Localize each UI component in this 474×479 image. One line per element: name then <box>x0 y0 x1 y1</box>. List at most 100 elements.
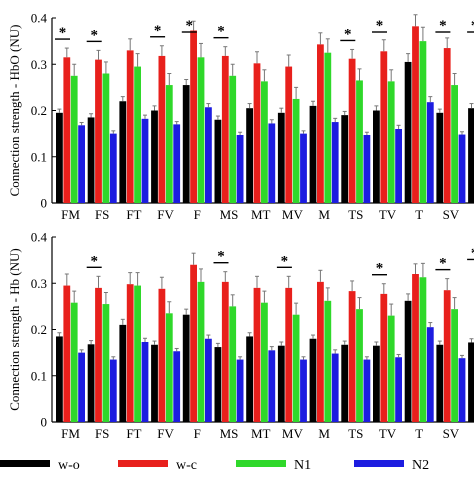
category-group-ms: MS <box>214 46 244 222</box>
significance-star: * <box>471 18 474 34</box>
bar-w-c <box>317 281 324 422</box>
bar-w-o <box>277 345 285 422</box>
bar-w-o <box>404 300 412 422</box>
bar-n1 <box>229 75 237 203</box>
bar-w-c <box>348 58 356 204</box>
bar-w-c <box>95 59 102 203</box>
legend-item-n1: N1 <box>236 458 311 473</box>
bar-w-c <box>253 287 261 422</box>
significance-star: * <box>186 18 194 34</box>
bar-w-o <box>436 112 444 203</box>
significance-star: * <box>217 24 225 40</box>
bar-n1 <box>292 314 300 422</box>
bar-n1 <box>419 41 427 203</box>
category-label: MV <box>282 207 304 222</box>
legend-swatch <box>236 460 286 467</box>
bar-w-o <box>119 324 127 422</box>
bar-n1 <box>324 300 332 422</box>
category-group-ms: MS <box>214 271 244 441</box>
legend-label: w-o <box>58 458 80 473</box>
bar-n2 <box>458 134 466 203</box>
bar-n2 <box>141 118 149 203</box>
bar-w-c <box>63 57 71 203</box>
category-group-mv: MV <box>277 54 307 222</box>
bar-w-o <box>404 61 412 203</box>
category-label: M <box>318 207 330 222</box>
bar-n1 <box>356 80 363 203</box>
y-axis-label: Connection strength - HbO (NU) <box>7 25 22 197</box>
legend-item-w-o: w-o <box>0 458 80 473</box>
category-label: MS <box>220 426 239 441</box>
bar-n1 <box>165 85 173 203</box>
bar-n1 <box>197 57 205 203</box>
category-label: MV <box>282 426 304 441</box>
bar-w-o <box>56 112 63 203</box>
bar-n2 <box>268 350 276 422</box>
bar-n1 <box>70 75 78 203</box>
category-label: FM <box>61 207 80 222</box>
bar-n1 <box>197 281 205 422</box>
y-tick-label: 0.1 <box>31 149 47 164</box>
bar-w-c <box>221 55 229 203</box>
category-group-ft: FT <box>119 272 149 441</box>
bar-w-o <box>436 344 444 422</box>
bar-w-c <box>158 55 166 203</box>
bar-n1 <box>261 81 268 203</box>
legend: w-o w-c N1 N2 <box>0 458 429 473</box>
bar-w-c <box>126 284 134 422</box>
y-axis-label: Connection strength - Hb (NU) <box>7 248 22 410</box>
bar-w-o <box>87 117 95 203</box>
category-label: F <box>194 207 201 222</box>
bar-n2 <box>363 359 371 422</box>
significance-star: * <box>217 249 225 265</box>
category-group-mv: MV <box>277 275 307 441</box>
bar-w-o <box>277 112 285 203</box>
bar-n2 <box>141 341 149 422</box>
bar-n2 <box>173 124 181 203</box>
bar-n2 <box>236 135 244 203</box>
bar-w-c <box>158 288 166 422</box>
category-label: F <box>194 426 201 441</box>
bar-n2 <box>268 123 276 203</box>
bar-w-c <box>221 281 229 422</box>
legend-label: w-c <box>176 458 197 473</box>
category-label: FS <box>95 426 109 441</box>
legend-item-w-c: w-c <box>118 458 197 473</box>
bar-w-c <box>380 51 388 203</box>
bar-w-c <box>126 50 134 203</box>
legend-label: N2 <box>412 458 429 473</box>
y-tick-label: 0 <box>41 196 48 211</box>
significance-star: * <box>90 27 98 43</box>
category-label: TV <box>379 426 397 441</box>
bar-n1 <box>419 277 427 422</box>
bar-n2 <box>331 122 339 203</box>
category-group-sv: SV <box>436 278 466 441</box>
bar-n2 <box>395 129 402 203</box>
bar-w-o <box>373 345 380 422</box>
bar-w-o <box>468 342 474 422</box>
category-group-t: T <box>404 14 434 222</box>
significance-star: * <box>376 18 384 34</box>
significance-star: * <box>439 18 447 34</box>
bar-w-c <box>95 287 102 422</box>
bar-w-c <box>443 48 451 203</box>
category-label: SV <box>443 426 460 441</box>
bar-n2 <box>458 358 466 422</box>
legend-swatch <box>0 460 50 467</box>
bar-w-c <box>285 66 293 203</box>
category-group-fm: FM <box>56 47 85 222</box>
category-group-s: S <box>468 338 474 422</box>
bar-n2 <box>173 351 181 422</box>
chart-panel-1: 0 0.1 0.2 0.3 0.4 Connection strength - HbO (… <box>7 11 474 222</box>
bar-n1 <box>451 309 458 422</box>
y-tick-label: 0.1 <box>31 368 47 383</box>
bar-n2 <box>109 359 117 422</box>
category-label: FV <box>157 207 174 222</box>
bar-n2 <box>236 359 244 422</box>
bar-n1 <box>387 315 395 422</box>
category-group-fv: FV <box>151 276 181 441</box>
bar-w-c <box>412 26 419 204</box>
category-group-fv: FV <box>151 45 181 222</box>
bar-w-c <box>348 291 356 422</box>
y-tick-label: 0.4 <box>31 11 48 26</box>
